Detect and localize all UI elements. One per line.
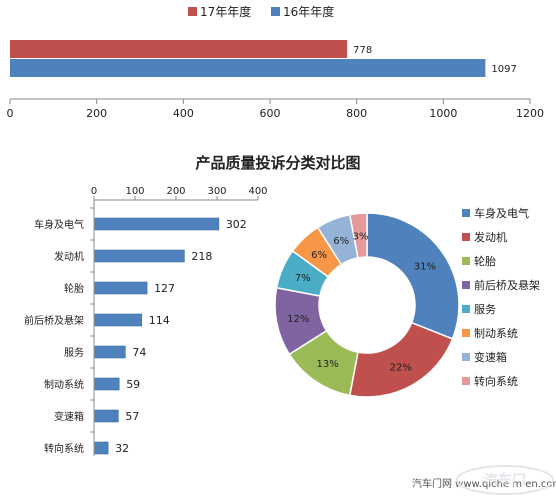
cat-bar-7 (94, 441, 109, 455)
cat-value-5: 59 (126, 378, 140, 391)
donut-label-2: 13% (317, 359, 339, 370)
cat-bar-3 (94, 313, 143, 327)
cat-value-7: 32 (115, 442, 129, 455)
donut-legend-swatch-6 (462, 353, 470, 361)
x-tick-label-6: 1200 (516, 107, 544, 120)
legend-swatch-0 (188, 7, 197, 16)
cat-label-6: 变速箱 (54, 410, 84, 423)
cat-value-0: 302 (226, 218, 247, 231)
donut-legend-swatch-1 (462, 233, 470, 241)
cat-value-2: 127 (154, 282, 175, 295)
watermark-logo: 汽车门 (484, 472, 526, 489)
cat-bar-2 (94, 281, 148, 295)
cat-x-tick-label-3: 300 (207, 186, 226, 197)
donut-legend-swatch-7 (462, 377, 470, 385)
cat-label-7: 转向系统 (44, 442, 84, 455)
donut-slice-1 (348, 321, 454, 398)
donut-legend-swatch-3 (462, 281, 470, 289)
cat-bar-1 (94, 249, 185, 263)
data-label-0: 778 (353, 45, 372, 56)
donut-slice-7 (348, 212, 368, 259)
watermark-text: 汽车门网 www.qiche m en.com (412, 477, 556, 490)
cat-value-3: 114 (149, 314, 170, 327)
x-tick-label-5: 1000 (429, 107, 457, 120)
donut-label-0: 31% (414, 262, 436, 273)
donut-legend-label-6: 变速箱 (474, 350, 507, 364)
donut-legend-swatch-2 (462, 257, 470, 265)
donut-label-3: 12% (287, 314, 309, 325)
cat-label-5: 制动系统 (44, 378, 84, 391)
donut-legend-swatch-0 (462, 209, 470, 217)
cat-label-4: 服务 (64, 346, 84, 359)
cat-value-6: 57 (125, 410, 139, 423)
cat-bar-0 (94, 217, 220, 231)
donut-label-4: 7% (295, 273, 311, 284)
donut-legend-label-5: 制动系统 (474, 327, 518, 340)
donut-legend-label-7: 转向系统 (474, 374, 518, 388)
cat-label-3: 前后桥及悬架 (24, 314, 84, 327)
donut-legend-label-3: 前后桥及悬架 (474, 278, 540, 292)
cat-label-0: 车身及电气 (34, 218, 84, 231)
donut-slice-0 (366, 212, 460, 340)
cat-label-2: 轮胎 (64, 282, 84, 295)
cat-bar-6 (94, 409, 119, 423)
cat-bar-5 (94, 377, 120, 391)
data-label-1: 1097 (491, 64, 516, 75)
x-tick-label-1: 200 (86, 107, 107, 120)
donut-legend-swatch-4 (462, 305, 470, 313)
cat-value-1: 218 (191, 250, 212, 263)
cat-x-tick-label-4: 400 (248, 186, 267, 197)
x-tick-label-3: 600 (260, 107, 281, 120)
donut-legend-label-0: 车身及电气 (474, 206, 529, 220)
cat-x-tick-label-2: 200 (166, 186, 185, 197)
donut-label-5: 6% (311, 250, 327, 261)
donut-label-7: 3% (352, 231, 368, 242)
cat-bar-4 (94, 345, 126, 359)
donut-legend-label-1: 发动机 (474, 230, 507, 244)
donut-legend-label-2: 轮胎 (474, 254, 496, 268)
x-tick-label-4: 800 (346, 107, 367, 120)
donut-legend-swatch-5 (462, 329, 470, 337)
legend-swatch-1 (271, 7, 280, 16)
bar-1 (10, 59, 486, 77)
cat-x-tick-label-0: 0 (91, 186, 97, 197)
donut-label-1: 22% (390, 362, 412, 373)
donut-label-6: 6% (333, 236, 349, 247)
cat-x-tick-label-1: 100 (125, 186, 144, 197)
cat-value-4: 74 (132, 346, 146, 359)
x-tick-label-0: 0 (7, 107, 14, 120)
legend-label-0: 17年年度 (200, 4, 251, 19)
cat-label-1: 发动机 (54, 250, 84, 263)
bar-0 (10, 40, 348, 58)
donut-legend-label-4: 服务 (474, 303, 496, 316)
x-tick-label-2: 400 (173, 107, 194, 120)
chart-title: 产品质量投诉分类对比图 (195, 154, 360, 172)
watermark-logo-swoosh (456, 465, 554, 495)
legend-label-1: 16年年度 (283, 4, 334, 19)
